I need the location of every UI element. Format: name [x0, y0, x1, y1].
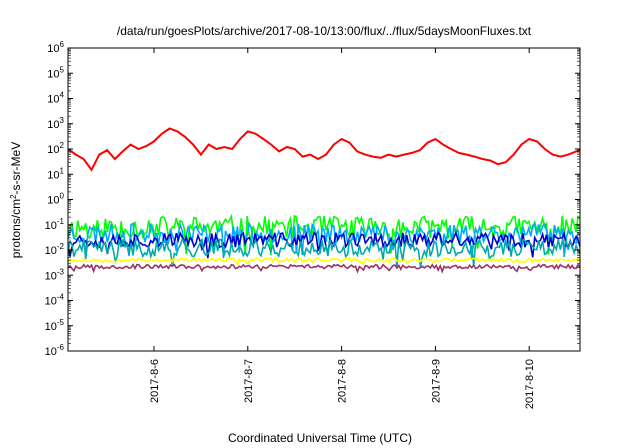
y-tick-label: 102 [47, 141, 64, 156]
y-tick-label: 10-4 [45, 293, 65, 308]
y-axis-label: protons/cm2-s-sr-MeV [9, 142, 24, 258]
series-line-6 [68, 256, 580, 267]
x-tick-label: 2017-8-7 [243, 359, 255, 403]
y-tick-label: 101 [47, 166, 64, 181]
series-line-4 [68, 230, 580, 259]
y-tick-label: 10-2 [45, 242, 65, 257]
chart-title: /data/run/goesPlots/archive/2017-08-10/1… [117, 24, 532, 38]
x-tick-label: 2017-8-6 [149, 359, 161, 403]
series-line-5 [68, 236, 580, 268]
x-tick-label: 2017-8-10 [524, 359, 536, 409]
y-tick-label: 103 [47, 116, 64, 131]
x-tick-label: 2017-8-8 [337, 359, 349, 403]
y-tick-label: 10-3 [45, 267, 65, 282]
y-tick-label: 10-6 [45, 343, 65, 358]
y-tick-label: 10-5 [45, 318, 65, 333]
plot-area [67, 47, 581, 352]
y-axis: 10-6 10-5 10-4 10-3 10-2 10-1 100 101 102 103 104 1… [45, 40, 580, 358]
series-line-3 [68, 221, 580, 259]
x-axis-label: Coordinated Universal Time (UTC) [228, 431, 412, 445]
y-tick-label: 104 [47, 91, 64, 106]
y-tick-label: 106 [47, 40, 64, 55]
y-tick-label: 10-1 [45, 217, 65, 232]
y-tick-label: 105 [47, 65, 64, 80]
x-axis: 2017-8-6 2017-8-7 2017-8-8 2017-8-9 2017-8-1… [149, 48, 536, 409]
series-line-1 [68, 127, 580, 172]
plot-frame [67, 47, 581, 352]
x-tick-label: 2017-8-9 [430, 359, 442, 403]
series-line-7 [68, 263, 580, 274]
y-tick-label: 100 [47, 192, 64, 207]
